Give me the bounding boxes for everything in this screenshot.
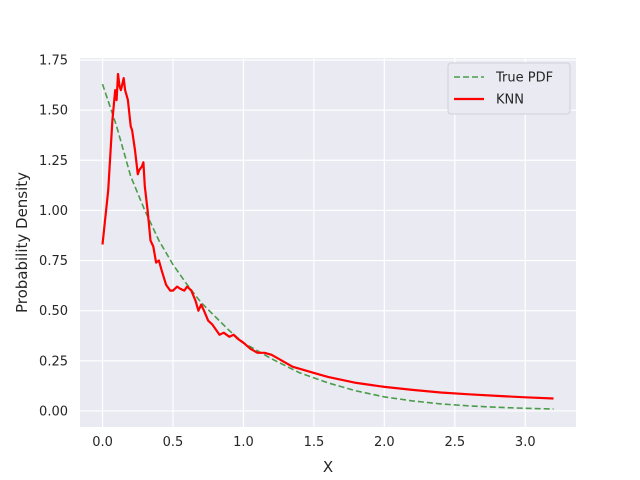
tick-labels: 0.0 0.5 1.0 1.5 2.0 2.5 3.0 0.00 0.25 0.50 0.75 1.0… [39, 54, 536, 450]
y-tick-label: 0.00 [39, 404, 68, 419]
x-tick-label: 3.0 [515, 435, 536, 450]
y-tick-label: 1.75 [39, 54, 68, 69]
legend-label-knn: KNN [496, 93, 524, 108]
y-tick-label: 1.00 [39, 204, 68, 219]
x-tick-label: 1.0 [233, 435, 254, 450]
y-tick-label: 0.25 [39, 354, 68, 369]
x-tick-label: 0.5 [163, 435, 184, 450]
series-layer [101, 72, 554, 410]
x-tick-label: 0.0 [92, 435, 113, 450]
legend-label-true-pdf: True PDF [495, 71, 553, 86]
y-tick-label: 0.75 [39, 254, 68, 269]
y-tick-label: 1.50 [39, 104, 68, 119]
series-line-knn [101, 72, 554, 400]
series-line-true-pdf [101, 83, 554, 410]
y-tick-label: 0.50 [39, 304, 68, 319]
legend-box [447, 62, 571, 115]
y-tick-label: 1.25 [39, 154, 68, 169]
legend: True PDF KNN [447, 62, 571, 115]
x-axis-label: X [323, 458, 333, 476]
x-tick-label: 2.0 [374, 435, 395, 450]
grid [80, 58, 576, 427]
x-tick-label: 1.5 [304, 435, 325, 450]
y-axis-label: Probability Density [13, 172, 31, 313]
plot-area [80, 58, 576, 427]
x-tick-label: 2.5 [444, 435, 465, 450]
